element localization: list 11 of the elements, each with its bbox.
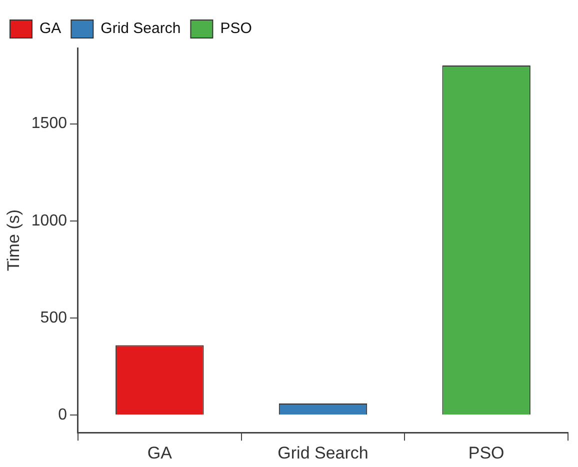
y-tick-label: 1000 bbox=[31, 212, 68, 230]
x-tick-label: GA bbox=[147, 443, 173, 462]
y-tick-label: 0 bbox=[58, 406, 68, 424]
y-tick-label: 1500 bbox=[31, 115, 68, 132]
x-tick-label: PSO bbox=[468, 443, 504, 462]
x-tick-label: Grid Search bbox=[278, 443, 368, 462]
legend-label: PSO bbox=[220, 20, 252, 38]
legend-label: Grid Search bbox=[100, 20, 181, 38]
y-tick-label: 500 bbox=[40, 309, 68, 326]
y-axis-title: Time (s) bbox=[4, 209, 23, 272]
legend-label: GA bbox=[40, 20, 62, 38]
